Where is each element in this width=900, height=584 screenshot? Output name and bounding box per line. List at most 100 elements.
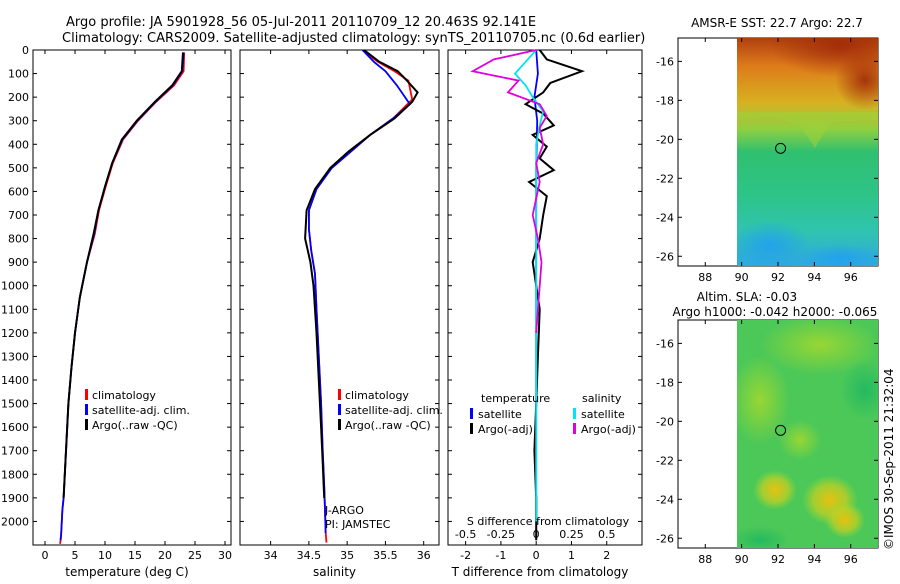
map-x-tick-label: 92 bbox=[771, 553, 785, 566]
y-tick-label: 700 bbox=[8, 209, 29, 222]
map-y-tick-label: -18 bbox=[656, 376, 674, 389]
x-top-tick-label: -0.25 bbox=[487, 528, 515, 541]
sla-map-title-line1: Altim. SLA: -0.03 bbox=[697, 290, 797, 304]
y-tick-label: 1600 bbox=[1, 421, 29, 434]
x-tick-label: 30 bbox=[218, 549, 232, 562]
map-y-tick-label: -16 bbox=[656, 55, 674, 68]
legend-swatch bbox=[338, 419, 341, 430]
map-y-tick-label: -16 bbox=[656, 337, 674, 350]
map-y-tick-label: -20 bbox=[656, 133, 674, 146]
map-x-tick-label: 88 bbox=[698, 271, 712, 284]
sst-map-panel: AMSR-E SST: 22.7 Argo: 22.7 88 90 92 94 96 -1… bbox=[656, 16, 879, 284]
legend-swatch bbox=[573, 423, 576, 434]
argo-position-marker bbox=[775, 424, 787, 436]
map-x-tick-label: 90 bbox=[735, 271, 749, 284]
y-tick-label: 800 bbox=[8, 233, 29, 246]
y-tick-label: 1500 bbox=[1, 398, 29, 411]
x-tick-label: 5 bbox=[72, 549, 79, 562]
y-tick-label: 900 bbox=[8, 256, 29, 269]
series-line-argo-raw-qc- bbox=[62, 52, 184, 498]
map-x-tick-label: 96 bbox=[844, 553, 858, 566]
x-top-tick-label: 0 bbox=[533, 528, 540, 541]
temperature-panel: 0100200300400500600700800900100011001200… bbox=[1, 44, 232, 579]
argo-position-marker bbox=[775, 142, 787, 154]
y-tick-label: 1300 bbox=[1, 350, 29, 363]
legend-label: Argo(..raw -QC) bbox=[92, 419, 178, 432]
legend-title-salinity: salinity bbox=[582, 392, 622, 405]
map-x-tick-label: 94 bbox=[807, 271, 821, 284]
x-tick-label: -2 bbox=[460, 549, 471, 562]
temperature-frame bbox=[32, 49, 232, 546]
x-tick-label: 0 bbox=[533, 549, 540, 562]
map-x-tick-label: 90 bbox=[735, 553, 749, 566]
legend-label: satellite-adj. clim. bbox=[345, 404, 443, 417]
map-y-tick-label: -24 bbox=[656, 211, 674, 224]
x-tick-label: -1 bbox=[495, 549, 506, 562]
float-program: J-ARGO bbox=[324, 504, 364, 517]
x-tick-label: 2 bbox=[603, 549, 610, 562]
salinity-frame bbox=[239, 49, 440, 546]
map-y-tick-label: -22 bbox=[656, 172, 674, 185]
x-tick-label: 1 bbox=[568, 549, 575, 562]
y-tick-label: 1000 bbox=[1, 280, 29, 293]
x-tick-label: 20 bbox=[158, 549, 172, 562]
series-line-temperature-argo-adj- bbox=[523, 49, 585, 541]
x-tick-label: 0 bbox=[42, 549, 49, 562]
differences-xlabel: T difference from climatology bbox=[451, 565, 629, 579]
legend-label: Argo(-adj) bbox=[581, 423, 636, 436]
map-y-tick-label: -22 bbox=[656, 454, 674, 467]
y-tick-label: 400 bbox=[8, 138, 29, 151]
legend-swatch bbox=[470, 408, 473, 419]
x-tick-label: 36 bbox=[417, 549, 431, 562]
legend-label: satellite-adj. clim. bbox=[92, 404, 190, 417]
x-top-tick-label: 0.5 bbox=[598, 528, 616, 541]
y-tick-label: 200 bbox=[8, 91, 29, 104]
temperature-xlabel: temperature (deg C) bbox=[65, 565, 188, 579]
map-y-tick-label: -26 bbox=[656, 250, 674, 263]
differences-frame bbox=[447, 49, 643, 546]
figure-title-line2: Climatology: CARS2009. Satellite-adjuste… bbox=[62, 31, 645, 46]
map-y-tick-label: -26 bbox=[656, 532, 674, 545]
legend-label: satellite bbox=[478, 408, 522, 421]
series-line-satellite-adj-clim- bbox=[307, 49, 412, 534]
x-tick-label: 35.5 bbox=[373, 549, 398, 562]
x-tick-label: 25 bbox=[188, 549, 202, 562]
salinity-panel: 34 34.5 35 35.5 36 salinity climatology satelli… bbox=[239, 49, 443, 579]
legend-swatch bbox=[85, 389, 88, 400]
legend-swatch bbox=[470, 423, 473, 434]
legend-swatch bbox=[85, 404, 88, 415]
x-top-tick-label: -0.5 bbox=[455, 528, 476, 541]
figure-title-line1: Argo profile: JA 5901928_56 05-Jul-2011 … bbox=[66, 15, 536, 30]
map-y-tick-label: -20 bbox=[656, 415, 674, 428]
series-line-salinity-argo-adj- bbox=[470, 49, 548, 333]
x-tick-label: 10 bbox=[98, 549, 112, 562]
x-tick-label: 35 bbox=[340, 549, 354, 562]
sla-map-title-line2: Argo h1000: -0.042 h2000: -0.065 bbox=[673, 305, 878, 319]
x-top-tick-label: 0.25 bbox=[559, 528, 584, 541]
map-y-tick-label: -24 bbox=[656, 493, 674, 506]
legend-title-temperature: temperature bbox=[481, 392, 550, 405]
series-line-climatology bbox=[59, 52, 186, 544]
float-pi: PI: JAMSTEC bbox=[325, 518, 391, 531]
legend-swatch bbox=[85, 419, 88, 430]
map-x-tick-label: 88 bbox=[698, 553, 712, 566]
x-tick-label: 34 bbox=[264, 549, 278, 562]
salinity-xlabel: salinity bbox=[313, 565, 356, 579]
legend-label: Argo(-adj) bbox=[478, 423, 533, 436]
y-tick-label: 500 bbox=[8, 162, 29, 175]
y-tick-label: 1200 bbox=[1, 327, 29, 340]
map-x-tick-label: 92 bbox=[771, 271, 785, 284]
legend-label: climatology bbox=[345, 389, 409, 402]
legend-swatch bbox=[573, 408, 576, 419]
y-tick-label: 1400 bbox=[1, 374, 29, 387]
y-tick-label: 100 bbox=[8, 68, 29, 81]
difference-panel: -2 -1 0 1 2 T difference from climatology -0.5… bbox=[447, 49, 643, 579]
x-tick-label: 15 bbox=[128, 549, 142, 562]
imos-credit: ©IMOS 30-Sep-2011 21:32:04 bbox=[882, 368, 896, 550]
y-tick-label: 300 bbox=[8, 115, 29, 128]
map-x-tick-label: 96 bbox=[844, 271, 858, 284]
legend-label: satellite bbox=[581, 408, 625, 421]
series-line-argo-raw-qc- bbox=[304, 49, 419, 498]
sst-map-title: AMSR-E SST: 22.7 Argo: 22.7 bbox=[691, 16, 863, 30]
